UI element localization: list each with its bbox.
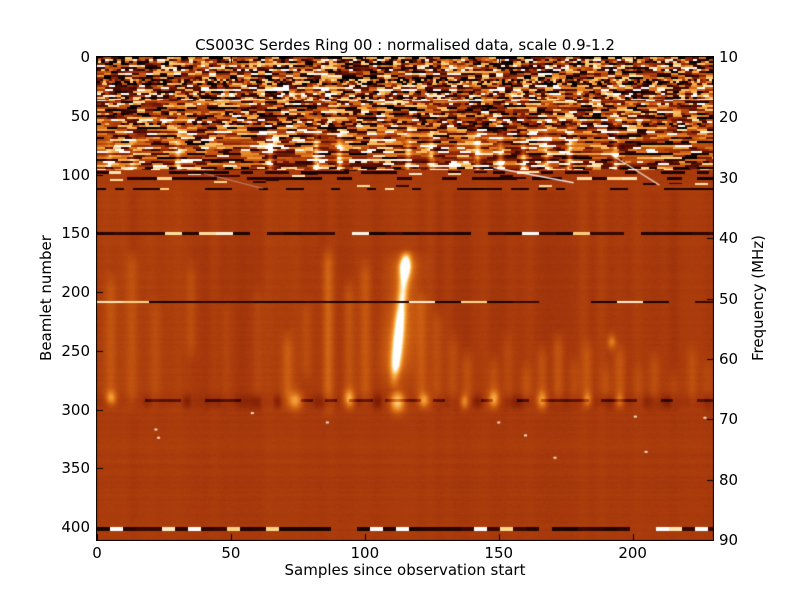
y-tick-label-left: 350: [61, 459, 90, 478]
y-tick-label-left: 200: [61, 283, 90, 302]
x-tick-label: 100: [350, 544, 380, 562]
x-tick-label: 150: [484, 544, 514, 562]
y-tick-label-right: 50: [719, 289, 739, 308]
y-tick-label-left: 250: [61, 341, 90, 360]
y-tick-label-left: 150: [61, 224, 90, 243]
y-tick-label-right: 70: [719, 410, 739, 429]
x-tick-label: 0: [92, 544, 102, 562]
y-tick-label-right: 20: [719, 108, 739, 127]
plot-title: CS003C Serdes Ring 00 : normalised data,…: [195, 36, 615, 54]
y-tick-label-right: 90: [719, 531, 739, 549]
y-tick-label-right: 10: [719, 48, 739, 66]
x-tick-label: 200: [618, 544, 647, 562]
y-tick-label-right: 60: [719, 349, 739, 368]
y-tick-label-left: 100: [61, 165, 90, 184]
x-tick-label: 50: [221, 544, 241, 562]
y-tick-label-left: 0: [80, 48, 90, 66]
y-tick-label-left: 50: [70, 106, 90, 125]
y-tick-label-left: 300: [61, 400, 90, 419]
y-tick-label-right: 40: [719, 229, 739, 248]
heatmap-canvas: [96, 56, 714, 541]
x-axis-label: Samples since observation start: [284, 561, 526, 579]
y-axis-label-right: Frequency (MHz): [749, 234, 767, 362]
y-tick-label-right: 30: [719, 168, 739, 187]
y-tick-label-left: 400: [61, 518, 90, 537]
y-tick-label-right: 80: [719, 470, 739, 489]
